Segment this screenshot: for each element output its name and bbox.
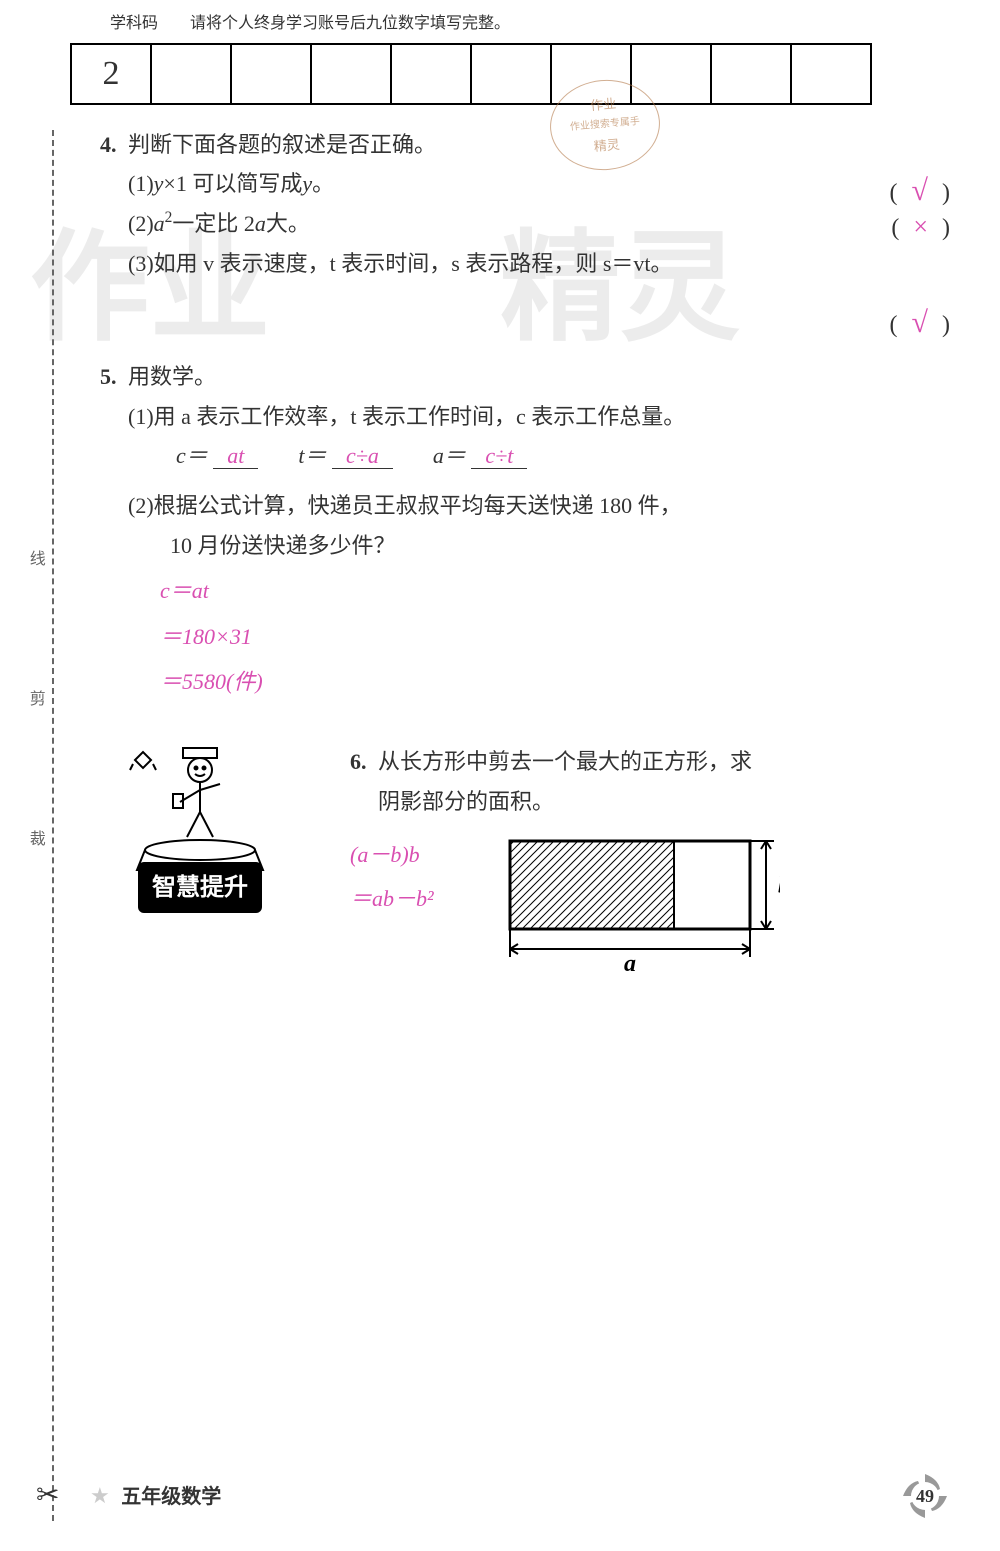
q4-item-3: (3) 如用 v 表示速度，t 表示时间，s 表示路程，则 s＝vt。 ( √ … (100, 244, 950, 284)
q4-text: 。 (312, 164, 334, 204)
q5-title: 用数学。 (128, 357, 216, 397)
q5-answer-line: c＝at (100, 571, 950, 611)
q5-part1: (1) 用 a 表示工作效率，t 表示工作时间，c 表示工作总量。 (100, 397, 950, 437)
q4-item-1: (1) y ×1 可以简写成 y 。 ( √ ) (100, 164, 950, 204)
q4-item-2: (2) a2 一定比 2 a 大。 ( × ) (100, 204, 950, 244)
formula-lhs: a＝ (433, 443, 466, 468)
variable: y (302, 164, 312, 204)
question-6: 6. 从长方形中剪去一个最大的正方形，求 阴影部分的面积。 (a－b)b ＝ab… (350, 742, 950, 1004)
cartoon-sidebar: 智慧提升 (100, 742, 320, 1004)
q4-text: 一定比 2 (172, 204, 255, 244)
question-4: 4. 判断下面各题的叙述是否正确。 (1) y ×1 可以简写成 y 。 ( √… (100, 125, 950, 333)
digit-box[interactable] (310, 43, 392, 105)
rectangle-diagram: a b (500, 831, 780, 1004)
q4-item-label: (1) (128, 164, 154, 204)
digit-box[interactable] (390, 43, 472, 105)
q5-part2-text2: 10 月份送快递多少件？ (100, 526, 950, 566)
q5-number: 5. (100, 357, 128, 397)
q4-text: 如用 v 表示速度，t 表示时间，s 表示路程，则 s＝vt。 (154, 244, 673, 284)
formula-lhs: t＝ (298, 443, 326, 468)
wisdom-banner: 智慧提升 (138, 862, 262, 913)
digit-box[interactable] (790, 43, 872, 105)
cut-label-line: 线 (20, 550, 49, 566)
q6-answer-line: (a－b)b (350, 835, 470, 875)
digit-box[interactable] (470, 43, 552, 105)
q4-text: 大。 (266, 204, 310, 244)
stamp-line: 作业 (589, 92, 617, 118)
diagram-label-a: a (624, 951, 636, 977)
variable: a (154, 204, 165, 244)
formula-answer: c÷a (332, 443, 393, 469)
check-mark: √ (904, 174, 936, 207)
q6-answer-line: ＝ab－b² (350, 879, 470, 919)
subject-code-row: 2 (70, 43, 950, 105)
formula-answer: at (213, 443, 258, 469)
variable: y (154, 164, 164, 204)
question-5: 5. 用数学。 (1) 用 a 表示工作效率，t 表示工作时间，c 表示工作总量… (100, 357, 950, 702)
cut-line (52, 130, 54, 1521)
q4-item-label: (3) (128, 244, 154, 284)
page-number: 49 (916, 1480, 934, 1512)
q6-text2: 阴影部分的面积。 (350, 782, 950, 822)
diagram-label-b: b (778, 873, 780, 899)
subject-code-box: 2 (70, 43, 152, 105)
formula-lhs: c＝ (176, 443, 208, 468)
q6-text1: 从长方形中剪去一个最大的正方形，求 (378, 742, 752, 782)
cartoon-figure-icon (125, 742, 275, 872)
formula-row: c＝ at t＝ c÷a a＝ c÷t (100, 436, 950, 476)
check-mark: √ (904, 306, 936, 339)
star-icon: ★ (90, 1483, 110, 1508)
q4-text: ×1 可以简写成 (163, 164, 302, 204)
q5-answer-line: ＝180×31 (100, 617, 950, 657)
q4-item-label: (2) (128, 204, 154, 244)
stamp-line: 精灵 (593, 133, 621, 159)
footer-label: 五年级数学 (121, 1486, 221, 1508)
page-footer: ★ 五年级数学 49 (90, 1471, 950, 1521)
q5-part1-text: 用 a 表示工作效率，t 表示工作时间，c 表示工作总量。 (154, 397, 686, 437)
digit-box[interactable] (150, 43, 232, 105)
q5-answer-line: ＝5580(件) (100, 662, 950, 702)
scissors-icon: ✂ (36, 1471, 59, 1521)
formula-answer: c÷t (471, 443, 527, 469)
q4-number: 4. (100, 125, 128, 165)
q6-number: 6. (350, 742, 378, 782)
answer-paren: ( √ ) (890, 296, 950, 350)
header-instruction: 学科码 请将个人终身学习账号后九位数字填写完整。 (70, 10, 950, 39)
superscript: 2 (165, 204, 173, 244)
variable: a (255, 204, 266, 244)
digit-box[interactable] (710, 43, 792, 105)
q6-answers: (a－b)b ＝ab－b² (350, 831, 470, 922)
question-6-wrap: 智慧提升 6. 从长方形中剪去一个最大的正方形，求 阴影部分的面积。 (a－b)… (100, 742, 950, 1004)
q4-title: 判断下面各题的叙述是否正确。 (128, 125, 436, 165)
q5-part2-label: (2) (128, 486, 154, 526)
cut-label-cut: 剪 (20, 690, 49, 706)
q5-part2-text1: 根据公式计算，快递员王叔叔平均每天送快递 180 件， (154, 486, 682, 526)
digit-box[interactable] (230, 43, 312, 105)
page-number-badge: 49 (900, 1471, 950, 1521)
cross-mark: × (905, 212, 936, 241)
q5-part1-label: (1) (128, 397, 154, 437)
q5-part2: (2) 根据公式计算，快递员王叔叔平均每天送快递 180 件， (100, 486, 950, 526)
cut-label-trim: 裁 (20, 830, 49, 846)
